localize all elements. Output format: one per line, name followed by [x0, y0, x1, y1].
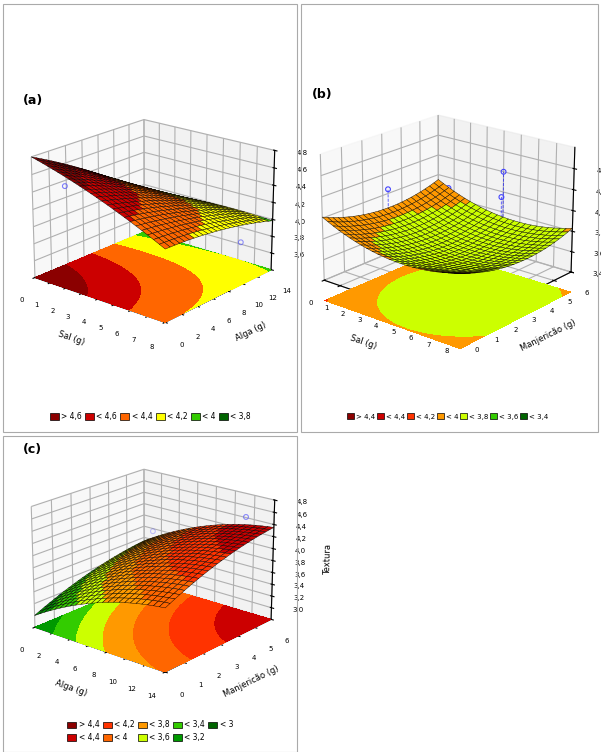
X-axis label: Sal (g): Sal (g) — [57, 329, 86, 347]
Y-axis label: Manjericão (g): Manjericão (g) — [519, 317, 578, 353]
Legend: > 4,6, < 4,6, < 4,4, < 4,2, < 4, < 3,8: > 4,6, < 4,6, < 4,4, < 4,2, < 4, < 3,8 — [47, 409, 254, 424]
X-axis label: Alga (g): Alga (g) — [55, 678, 89, 698]
Text: (b): (b) — [312, 88, 333, 101]
Y-axis label: Manjericão (g): Manjericão (g) — [222, 664, 280, 699]
Legend: > 4,4, < 4,4, < 4,2, < 4, < 3,8, < 3,6, < 3,4: > 4,4, < 4,4, < 4,2, < 4, < 3,8, < 3,6, … — [344, 411, 551, 423]
Y-axis label: Alga (g): Alga (g) — [234, 320, 267, 343]
Legend: > 4,4, < 4,4, < 4,2, < 4, < 3,8, < 3,6, < 3,4, < 3,2, < 3: > 4,4, < 4,4, < 4,2, < 4, < 3,8, < 3,6, … — [64, 717, 236, 745]
X-axis label: Sal (g): Sal (g) — [349, 333, 378, 350]
Text: (c): (c) — [23, 444, 43, 456]
Text: (a): (a) — [23, 94, 43, 107]
